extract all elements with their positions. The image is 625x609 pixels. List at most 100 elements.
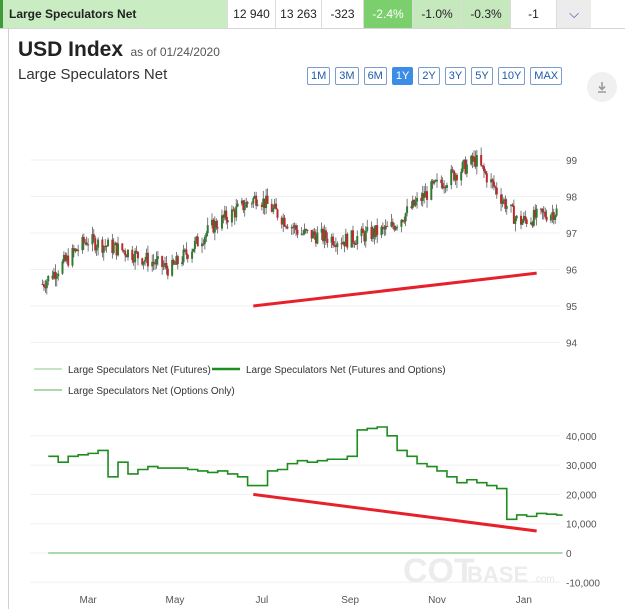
candle-body	[441, 183, 444, 189]
candle-body	[444, 186, 447, 188]
range-button-1m[interactable]: 1M	[307, 67, 331, 85]
candle-body	[220, 215, 223, 229]
candle-body	[351, 230, 354, 243]
candle-body	[463, 159, 466, 163]
candle-body	[105, 246, 108, 248]
range-button-3y[interactable]: 3Y	[444, 67, 467, 85]
candle-body	[290, 227, 293, 229]
candle-body	[222, 215, 225, 218]
candle-body	[494, 186, 497, 188]
candle-body	[92, 234, 95, 239]
candle-body	[54, 271, 57, 279]
candle-body	[212, 219, 215, 233]
candle-body	[252, 198, 255, 204]
expand-button[interactable]: ⌵	[557, 0, 591, 28]
candle-body	[525, 219, 528, 224]
candle-body	[529, 222, 532, 224]
candle-body	[481, 165, 484, 167]
candle-body	[480, 155, 483, 166]
candle-body	[114, 242, 117, 246]
candle-body	[196, 236, 199, 247]
candle-body	[292, 227, 295, 229]
candle-body	[87, 244, 90, 246]
candle-body	[145, 252, 148, 260]
candle-body	[115, 242, 118, 256]
candle-body	[416, 197, 419, 202]
candle-body	[161, 256, 164, 267]
candle-body	[112, 245, 115, 254]
candle-body	[343, 241, 346, 247]
candle-body	[454, 174, 457, 181]
candle-body	[144, 259, 147, 262]
candle-body	[72, 248, 75, 252]
candle-body	[521, 221, 524, 225]
candle-body	[303, 229, 306, 234]
candle-body	[134, 250, 137, 263]
candle-body	[304, 229, 307, 231]
candle-body	[152, 261, 155, 264]
legend-item[interactable]: Large Speculators Net (Futures and Optio…	[212, 365, 446, 376]
candle-body	[482, 166, 485, 172]
candle-body	[42, 284, 45, 287]
net-series-line	[48, 426, 563, 521]
candle-body	[250, 203, 253, 205]
price-tick-label: 98	[566, 193, 578, 204]
candle-body	[183, 249, 186, 251]
candle-body	[401, 219, 404, 222]
candle-body	[273, 203, 276, 208]
x-tick-label: Sep	[341, 595, 359, 606]
candle-body	[125, 255, 128, 258]
candle-body	[554, 215, 557, 220]
range-button-1y[interactable]: 1Y	[391, 67, 414, 85]
candle-body	[353, 242, 356, 245]
candle-body	[206, 225, 209, 234]
candle-body	[471, 155, 474, 162]
candle-body	[226, 219, 229, 223]
candle-body	[107, 239, 110, 247]
candle-body	[282, 217, 285, 225]
candle-body	[202, 243, 205, 245]
candle-body	[510, 204, 513, 206]
candle-body	[84, 242, 87, 244]
range-button-3m[interactable]: 3M	[335, 67, 359, 85]
range-button-6m[interactable]: 6M	[363, 67, 387, 85]
candle-body	[62, 254, 65, 262]
range-button-5y[interactable]: 5Y	[471, 67, 493, 85]
candle-body	[52, 271, 55, 279]
candle-body	[450, 169, 453, 186]
range-button-10y[interactable]: 10Y	[497, 67, 526, 85]
candle-body	[216, 227, 219, 229]
candle-body	[384, 225, 387, 230]
summary-pct-1: -2.4%	[364, 0, 413, 28]
legend-item[interactable]: Large Speculators Net (Futures)	[34, 365, 211, 376]
chevron-down-icon: ⌵	[569, 6, 579, 21]
candle-body	[242, 200, 245, 211]
candle-body	[47, 275, 50, 282]
candle-body	[354, 244, 357, 246]
candle-body	[280, 217, 283, 225]
candle-body	[376, 225, 379, 236]
legend-item[interactable]: Large Speculators Net (Options Only)	[34, 386, 235, 397]
candle-body	[104, 245, 107, 247]
candle-body	[423, 193, 426, 198]
download-button[interactable]	[587, 72, 617, 102]
candle-body	[191, 251, 194, 259]
candle-body	[155, 258, 158, 265]
candle-body	[260, 204, 263, 207]
range-button-max[interactable]: MAX	[530, 67, 563, 85]
candle-body	[71, 248, 74, 266]
range-button-2y[interactable]: 2Y	[418, 67, 440, 85]
candle-body	[300, 233, 303, 235]
candle-body	[356, 236, 359, 245]
candle-body	[324, 230, 327, 239]
candle-body	[504, 199, 507, 209]
candle-body	[532, 210, 535, 226]
candle-body	[322, 228, 325, 242]
candle-body	[451, 169, 454, 171]
candle-body	[265, 195, 268, 209]
candle-body	[549, 215, 552, 221]
candle-body	[424, 191, 427, 198]
summary-value-3: -323	[322, 0, 364, 28]
candle-body	[383, 227, 386, 230]
candle-body	[470, 155, 473, 165]
